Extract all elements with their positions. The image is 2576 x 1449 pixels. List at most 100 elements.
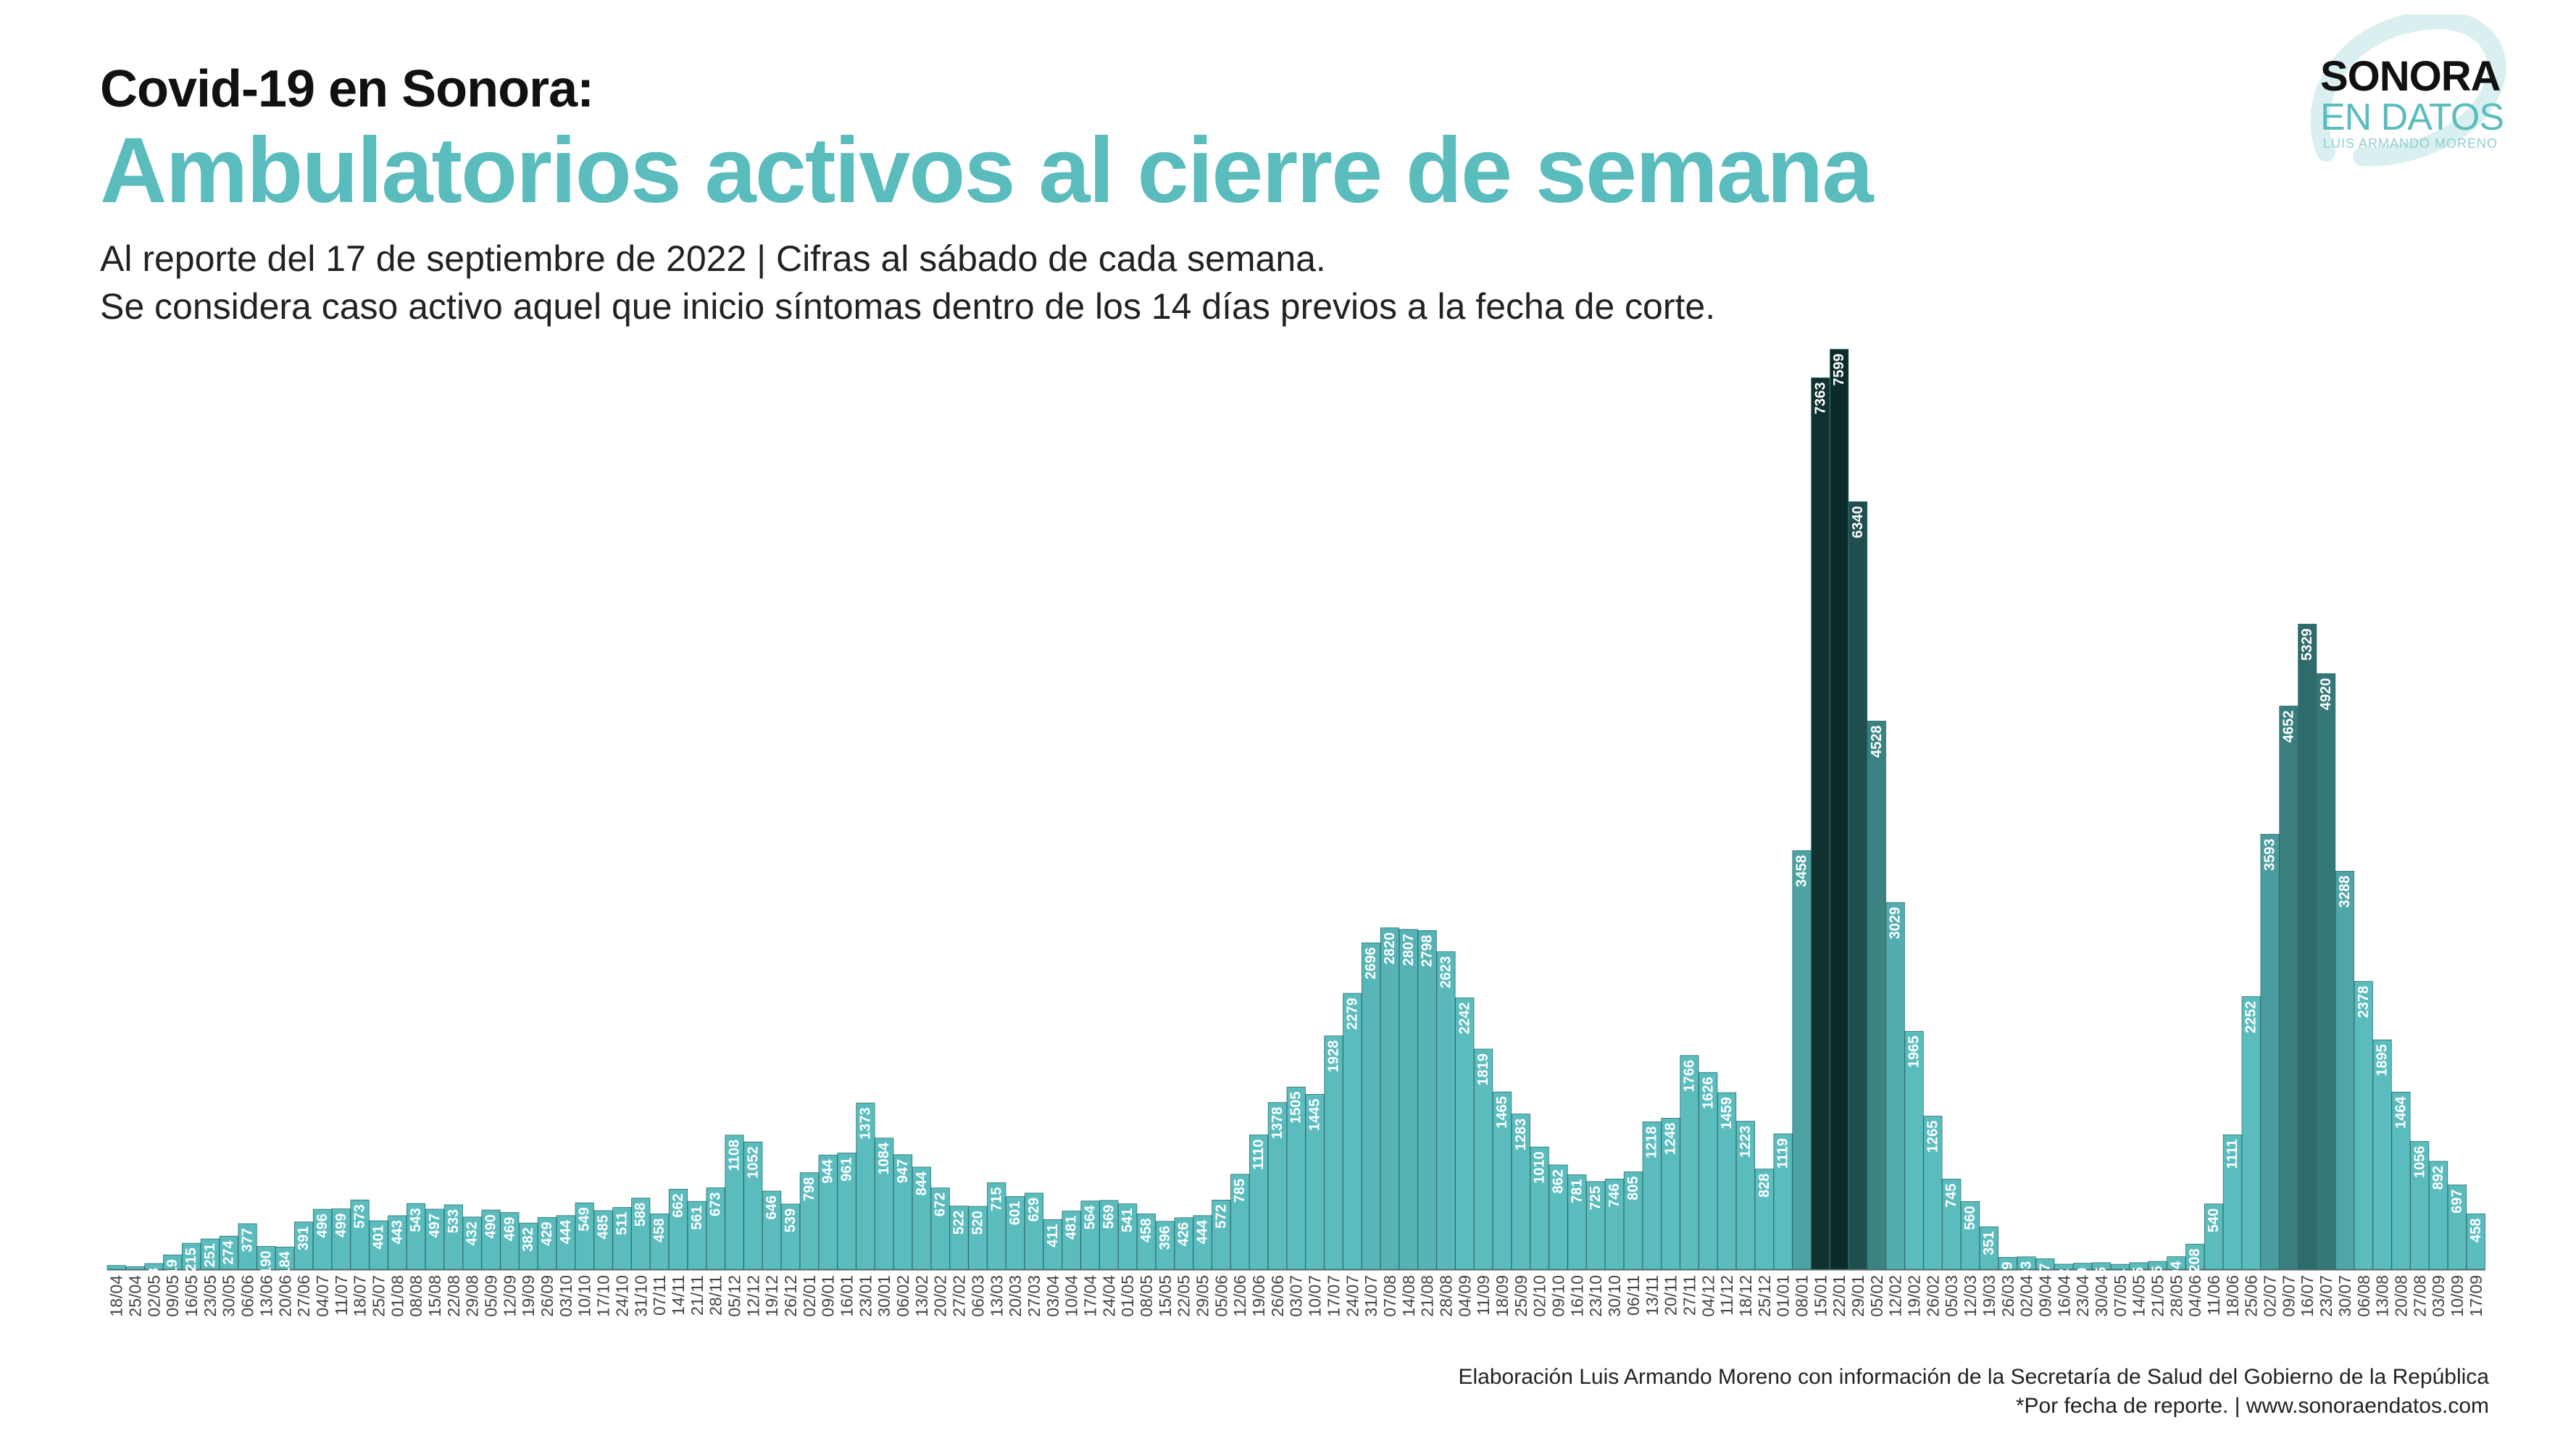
x-tick-label: 28/08 [1436,1275,1455,1317]
bar-25/09 [1511,1114,1530,1270]
bar-value-label: 533 [446,1209,462,1233]
x-tick-label: 28/11 [706,1275,725,1316]
bar-08/05 [1136,1214,1156,1270]
logo-main-text: SONORA [2320,53,2501,100]
bar-16/04 [2054,1264,2074,1270]
x-tick-label: 30/04 [2092,1275,2111,1317]
chart-title-line1: Covid-19 en Sonora: [100,60,594,118]
bar-value-label: 961 [839,1157,855,1181]
bar-17/09 [2466,1214,2485,1270]
bar-value-label: 715 [988,1187,1004,1211]
x-tick-label: 22/01 [1830,1275,1848,1317]
bar-23/10 [1586,1181,1606,1270]
bar-value-label: 2820 [1382,932,1398,965]
x-tick-label: 11/07 [332,1275,351,1316]
bar-04/07 [312,1208,332,1270]
bar-value-label: 490 [483,1214,499,1238]
bar-18/06 [2222,1134,2242,1270]
x-tick-label: 07/11 [650,1275,669,1316]
bar-15/05 [1155,1221,1175,1270]
bar-value-label: 87 [2037,1263,2053,1279]
x-tick-label: 27/11 [1680,1275,1698,1316]
bar-28/11 [706,1187,725,1270]
bar-25/04 [125,1266,145,1270]
bar-value-label: 798 [801,1177,817,1201]
bar-09/04 [2035,1258,2055,1270]
bar-value-label: 432 [464,1222,480,1245]
bar-value-label: 2807 [1401,934,1417,966]
bar-09/05 [163,1254,183,1270]
bar-04/09 [1455,997,1475,1270]
bar-01/08 [388,1215,407,1270]
bar-value-label: 104 [2168,1261,2184,1285]
x-tick-label: 16/05 [182,1275,201,1317]
bar-19/02 [1904,1031,1924,1270]
bar-value-label: 785 [1232,1179,1248,1203]
bar-31/10 [631,1198,651,1270]
brand-logo: SONORA EN DATOS LUIS ARMANDO MORENO [2297,14,2514,167]
bar-value-label: 947 [895,1159,911,1183]
bar-18/07 [350,1199,370,1270]
x-tick-label: 25/04 [126,1275,145,1317]
x-tick-label: 12/02 [1886,1275,1905,1317]
bar-06/03 [968,1206,988,1270]
bar-10/09 [2447,1185,2467,1270]
bar-value-label: 119 [164,1259,180,1282]
bar-06/11 [1623,1172,1643,1270]
bar-12/12 [743,1141,763,1270]
bar-value-label: 1464 [2393,1095,2409,1128]
bar-09/01 [818,1154,838,1270]
x-tick-label: 18/06 [2223,1275,2242,1317]
bar-25/07 [369,1220,388,1270]
x-tick-label: 09/01 [819,1275,838,1317]
x-tick-label: 20/08 [2391,1275,2410,1317]
bar-value-label: 1218 [1644,1126,1660,1158]
bar-value-label: 1283 [1513,1119,1529,1151]
x-tick-label: 02/05 [144,1275,163,1317]
bar-17/10 [593,1210,613,1270]
x-tick-label: 13/03 [987,1275,1006,1317]
bar-16/10 [1567,1174,1587,1270]
bar-27/11 [1680,1055,1699,1270]
x-tick-label: 21/05 [2148,1275,2167,1317]
bar-value-label: 1119 [1775,1138,1791,1169]
bar-value-label: 1052 [745,1146,761,1179]
logo-sub-text: EN DATOS [2320,96,2504,138]
bar-value-label: 1465 [1494,1096,1510,1129]
bar-12/03 [1961,1201,1980,1270]
bar-20/08 [2391,1091,2411,1270]
x-tick-label: 24/10 [612,1275,631,1317]
bar-28/05 [2167,1256,2186,1270]
bar-04/12 [1698,1072,1718,1270]
x-tick-label: 12/09 [500,1275,519,1317]
bar-value-label: 190 [258,1250,274,1274]
bar-06/02 [893,1154,913,1270]
x-tick-label: 06/08 [2354,1275,2373,1317]
bar-29/01 [1848,501,1868,1270]
x-tick-label: 20/06 [275,1275,294,1317]
bar-value-label: 411 [1045,1224,1061,1247]
bar-03/09 [2429,1161,2448,1270]
bar-value-label: 1108 [726,1140,742,1171]
bar-value-label: 50 [2075,1268,2091,1284]
bar-value-label: 251 [202,1243,218,1267]
bar-value-label: 1010 [1532,1151,1548,1184]
x-tick-label: 13/02 [912,1275,931,1317]
bar-value-label: 351 [1981,1231,1997,1255]
x-tick-label: 18/09 [1493,1275,1512,1317]
bar-value-label: 543 [408,1208,424,1232]
bar-20/03 [1006,1196,1025,1270]
x-tick-label: 25/07 [369,1275,388,1317]
x-tick-label: 05/06 [1212,1275,1230,1317]
bar-22/01 [1830,348,1849,1270]
bar-value-label: 1895 [2375,1044,2390,1077]
x-tick-label: 16/10 [1567,1275,1586,1317]
bar-value-label: 1110 [1251,1139,1267,1169]
x-tick-label: 29/01 [1848,1275,1867,1317]
bar-19/12 [762,1190,782,1270]
bar-07/08 [1380,927,1400,1270]
bar-24/10 [612,1207,632,1270]
bar-value-label: 496 [314,1214,330,1237]
bar-22/05 [1174,1217,1193,1270]
bar-09/07 [2279,706,2298,1270]
